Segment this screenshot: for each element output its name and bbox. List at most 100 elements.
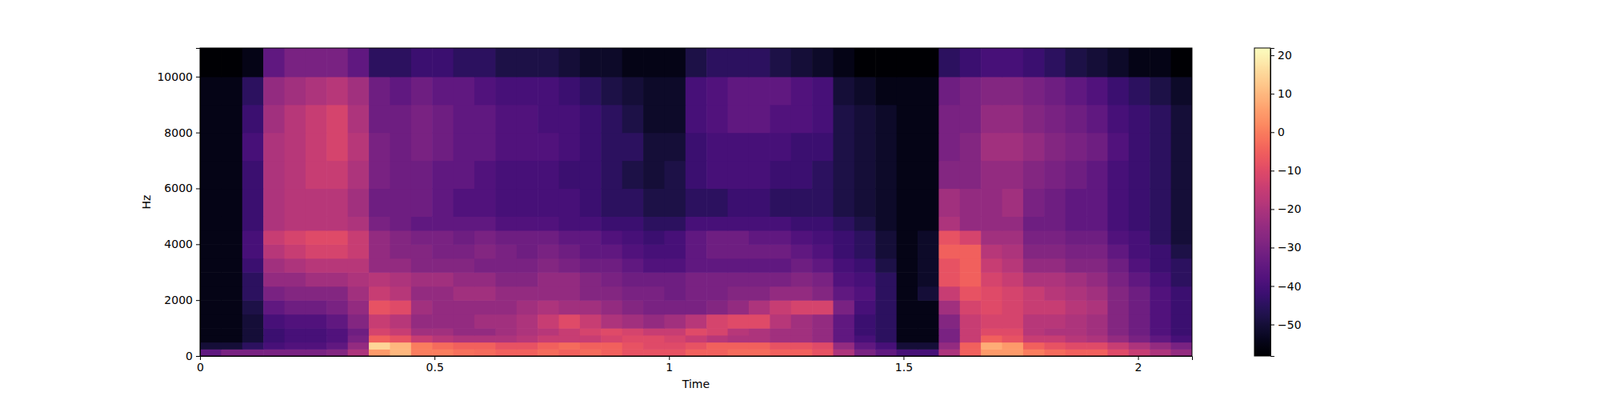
cell [769, 342, 792, 350]
cell [1107, 342, 1129, 350]
cell [1171, 258, 1192, 273]
cell [1107, 188, 1129, 217]
cell [643, 48, 665, 77]
cell [748, 314, 771, 329]
cell [1044, 48, 1066, 77]
cell [706, 300, 728, 315]
cell [791, 328, 813, 336]
cell [559, 104, 581, 134]
cell [791, 335, 813, 343]
cell [1023, 286, 1045, 301]
cell [368, 300, 391, 315]
cell [812, 348, 834, 356]
tick: 6000 [164, 181, 200, 195]
tick: −20 [1270, 202, 1302, 216]
cell [348, 272, 370, 287]
cell [242, 216, 264, 231]
cell [537, 314, 560, 329]
cell [1002, 132, 1024, 162]
tick: 8000 [164, 126, 200, 140]
cell [1086, 230, 1108, 245]
cell [938, 328, 960, 336]
cell [516, 342, 539, 350]
cell [242, 244, 264, 259]
cell [980, 272, 1003, 287]
cell [220, 76, 243, 106]
cell [622, 328, 644, 336]
cell [1044, 272, 1066, 287]
cell [1023, 244, 1045, 259]
cell [706, 286, 728, 301]
cell [980, 328, 1003, 336]
cell [938, 216, 960, 231]
cell [854, 314, 876, 329]
cell [917, 76, 940, 106]
cell [980, 160, 1003, 190]
cell [305, 216, 328, 231]
cell [980, 258, 1003, 273]
cell [728, 132, 750, 162]
cell [685, 216, 708, 231]
cell [769, 104, 792, 134]
cell [600, 160, 623, 190]
cell [1044, 188, 1066, 217]
cell [643, 244, 665, 259]
cell [1171, 216, 1192, 231]
cell [432, 188, 454, 217]
cell [917, 342, 940, 350]
cell [1002, 258, 1024, 273]
cell [537, 132, 560, 162]
cell [1065, 104, 1088, 134]
cell [1107, 272, 1129, 287]
cell [305, 314, 328, 329]
cell [1086, 216, 1108, 231]
cell [748, 328, 771, 336]
cell [960, 160, 982, 190]
cell [432, 328, 454, 336]
cell [368, 104, 391, 134]
cell [664, 48, 686, 77]
cell [495, 132, 517, 162]
cell [643, 230, 665, 245]
cell [389, 272, 412, 287]
cell [600, 342, 623, 350]
cell [432, 314, 454, 329]
cell [495, 258, 517, 273]
cell [664, 328, 686, 336]
cell [1002, 286, 1024, 301]
cell [1107, 286, 1129, 301]
cell [706, 132, 728, 162]
cell [791, 286, 813, 301]
cell [664, 188, 686, 217]
cell [643, 342, 665, 350]
cell [1149, 216, 1172, 231]
cell [728, 342, 750, 350]
cell [348, 230, 370, 245]
cell [559, 342, 581, 350]
cell [559, 132, 581, 162]
cell [1107, 230, 1129, 245]
cell [1065, 286, 1088, 301]
cell [432, 272, 454, 287]
cell [1107, 160, 1129, 190]
cell [685, 132, 708, 162]
cell [495, 188, 517, 217]
cell [1002, 104, 1024, 134]
cell [980, 230, 1003, 245]
cell [938, 300, 960, 315]
cell [832, 76, 855, 106]
cell [1023, 348, 1045, 356]
cell [495, 272, 517, 287]
cell [368, 76, 391, 106]
cell [1002, 300, 1024, 315]
cell [411, 230, 433, 245]
cell [791, 48, 813, 77]
cell [832, 48, 855, 77]
cell [453, 258, 476, 273]
cell [1171, 348, 1192, 356]
cell [960, 272, 982, 287]
cell [389, 132, 412, 162]
cell [580, 300, 602, 315]
cell [832, 286, 855, 301]
cell [1002, 348, 1024, 356]
